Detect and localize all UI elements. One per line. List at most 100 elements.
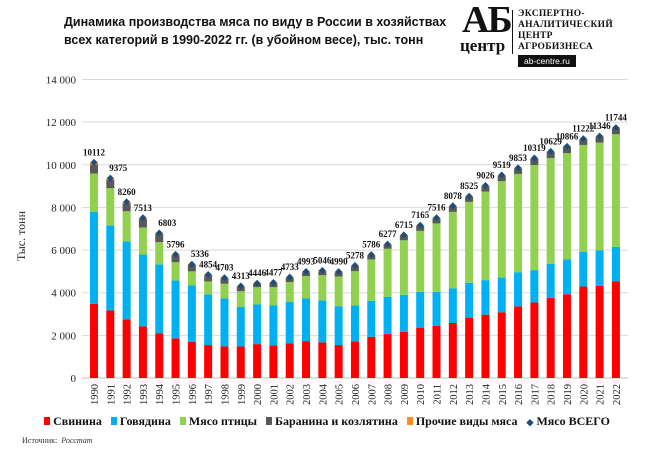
x-tick-label: 1995: [172, 384, 183, 405]
logo-text: ЭКСПЕРТНО- АНАЛИТИЧЕСКИЙ ЦЕНТР АГРОБИЗНЕ…: [518, 9, 613, 53]
bar-segment: [236, 291, 245, 307]
y-tick-label: 12 000: [46, 117, 77, 129]
x-tick-label: 2019: [563, 384, 574, 405]
bar-segment: [187, 285, 196, 342]
bar-segment: [350, 271, 359, 306]
bar-segment: [155, 242, 164, 265]
bar-segment: [204, 294, 213, 346]
y-tick-label: 14 000: [46, 75, 77, 87]
bar-segment: [367, 336, 376, 378]
bar-segment: [416, 327, 425, 378]
bar-segment: [497, 181, 506, 278]
total-marker: [547, 147, 555, 155]
bar-segment: [611, 246, 620, 282]
legend-item-other: Прочие виды мяса: [406, 414, 518, 428]
data-label: 10319: [523, 143, 546, 153]
bar-segment: [285, 282, 294, 302]
bar-segment: [220, 298, 229, 347]
y-tick-label: 8 000: [51, 202, 76, 214]
total-marker: [367, 251, 375, 259]
bar-segment: [562, 146, 571, 154]
bar-segment: [383, 296, 392, 335]
data-label: 5336: [191, 249, 210, 259]
legend-label: Мясо ВСЕГО: [536, 414, 610, 428]
x-tick-label: 2003: [302, 384, 313, 405]
total-marker: [335, 268, 343, 276]
legend-label: Говядина: [119, 414, 171, 428]
bar-segment: [465, 282, 474, 318]
bar-segment: [465, 201, 474, 283]
bar-segment: [399, 294, 408, 332]
legend-swatch: [110, 417, 117, 425]
diamond-icon: ◆: [526, 417, 534, 427]
bar-segment: [204, 275, 213, 282]
total-marker: [139, 214, 147, 222]
bar-segment: [302, 276, 311, 299]
logo-sub: центр: [460, 36, 506, 55]
logo-site: ab-centre.ru: [518, 55, 576, 67]
x-tick-label: 2002: [286, 384, 297, 405]
bar-segment: [236, 306, 245, 347]
bar-segment: [187, 341, 196, 378]
legend-label: Баранина и козлятина: [275, 414, 398, 428]
total-marker: [351, 261, 359, 269]
total-marker: [498, 171, 506, 179]
x-tick-label: 2007: [367, 384, 378, 405]
bar-segment: [106, 179, 115, 189]
bar-segment: [171, 338, 180, 378]
data-label: 9375: [109, 163, 128, 173]
y-tick-label: 6 000: [51, 245, 76, 257]
total-marker: [123, 198, 131, 206]
data-label: 4477: [264, 268, 283, 278]
legend-swatch: [406, 417, 413, 425]
bar-segment: [106, 188, 115, 226]
data-label: 4854: [199, 260, 218, 270]
bar-segment: [90, 164, 98, 174]
total-marker: [481, 182, 489, 190]
logo-line: АНАЛИТИЧЕСКИЙ: [518, 20, 614, 30]
total-marker: [416, 221, 424, 229]
bar-segment: [611, 134, 620, 247]
bar-segment: [90, 211, 98, 304]
bar-segment: [367, 300, 376, 337]
total-marker: [563, 142, 571, 150]
data-label: 9026: [476, 171, 495, 181]
title-line-1: Динамика производства мяса по виду в Рос…: [64, 15, 447, 29]
bar-segment: [106, 310, 115, 378]
legend-swatch: [266, 417, 273, 425]
bar-segment: [318, 300, 327, 343]
x-tick-label: 1992: [123, 384, 134, 405]
bar-segment: [334, 345, 343, 378]
bar-segment: [302, 341, 311, 378]
x-tick-label: 2014: [481, 383, 492, 405]
bar-segment: [204, 345, 213, 378]
total-marker: [220, 274, 228, 282]
bar-segment: [383, 334, 392, 378]
bar-segment: [546, 298, 555, 378]
bar-segment: [611, 128, 620, 135]
total-marker: [90, 158, 98, 166]
bar-segment: [302, 298, 311, 342]
bar-segment: [318, 275, 327, 301]
bar-segment: [236, 346, 245, 378]
data-label: 4446: [248, 268, 267, 278]
title-line-2: всех категорий в 1990-2022 гг. (в убойно…: [64, 33, 424, 47]
bar-segment: [562, 259, 571, 295]
bar-segment: [350, 305, 359, 342]
x-tick-label: 2013: [465, 384, 476, 405]
chart-title: Динамика производства мяса по виду в Рос…: [64, 13, 446, 49]
bar-segment: [448, 288, 457, 323]
bar-segment: [171, 255, 180, 263]
data-label: 7516: [428, 203, 447, 213]
bar-segment: [399, 240, 408, 295]
bar-segment: [350, 341, 359, 378]
bar-segment: [530, 270, 539, 303]
legend-label: Прочие виды мяса: [415, 414, 518, 428]
total-marker: [612, 124, 620, 132]
y-tick-label: 0: [71, 373, 77, 385]
x-tick-label: 2020: [579, 384, 590, 405]
data-label: 4733: [281, 262, 300, 272]
bar-segment: [514, 272, 523, 307]
legend-item-beef: Говядина: [110, 414, 171, 428]
bar-segment: [416, 291, 425, 328]
